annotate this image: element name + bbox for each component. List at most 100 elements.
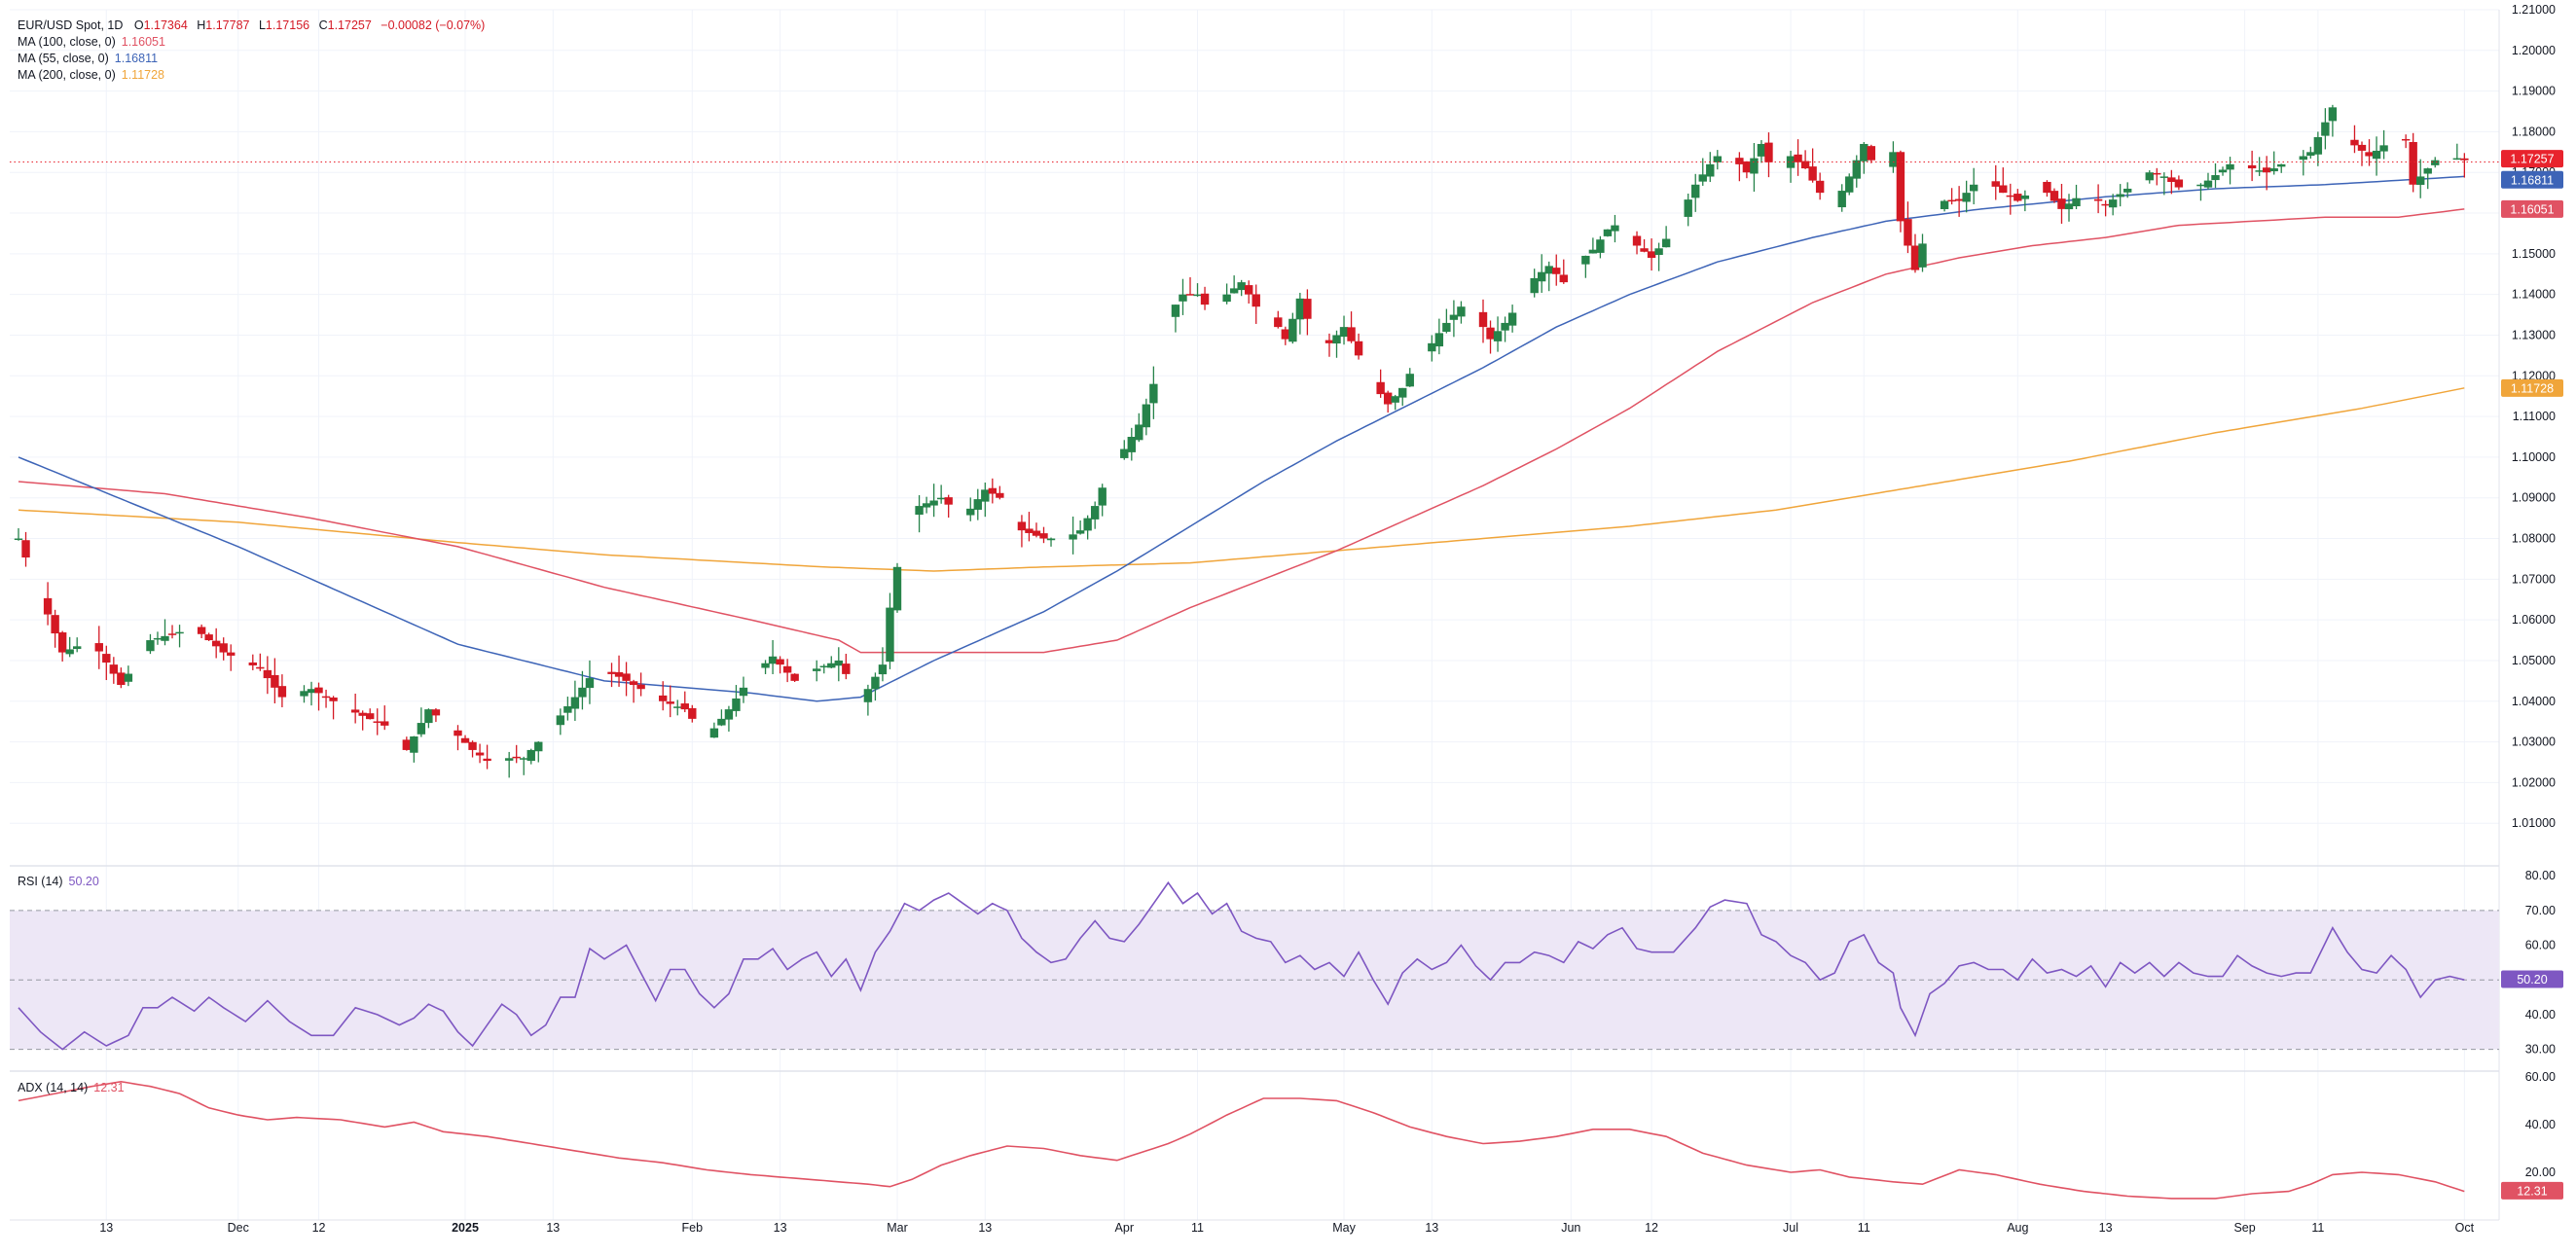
candle-bear [607, 671, 616, 674]
candle-bear [1303, 299, 1312, 319]
candle-bull [981, 489, 990, 502]
candle-bear [117, 672, 126, 686]
candle-bull [2321, 122, 2330, 136]
candle-bear [2460, 158, 2469, 161]
candle-bear [1185, 294, 1195, 296]
candle-bear [666, 701, 674, 704]
candle-bear [1281, 329, 1290, 340]
candle-bull [161, 635, 169, 641]
candle-bear [1647, 251, 1656, 259]
candle-bull [1611, 225, 1619, 232]
ma100-legend[interactable]: MA (100, close, 0) 1.16051 [18, 34, 165, 51]
candle-bull [1332, 335, 1341, 344]
candle-bull [1706, 163, 1715, 177]
candle-bull [2203, 180, 2213, 188]
candle-bull [966, 508, 975, 516]
candle-bear [2101, 203, 2110, 206]
candle-bull [1405, 374, 1414, 387]
time-tick-label: Feb [682, 1221, 704, 1235]
candle-bear [167, 633, 177, 635]
candle-bear [263, 669, 272, 679]
adx-legend[interactable]: ADX (14, 14) 12.31 [18, 1080, 125, 1096]
time-tick-label: May [1332, 1221, 1356, 1235]
rsi-tick-label: 70.00 [2525, 904, 2556, 917]
adx-tick-label: 20.00 [2525, 1165, 2556, 1179]
candle-bull [424, 709, 433, 724]
ma55-legend[interactable]: MA (55, close, 0) 1.16811 [18, 51, 158, 67]
candle-bear [1735, 158, 1744, 164]
ma55-axis-tag-bg [2501, 170, 2563, 189]
candle-bull [520, 758, 528, 760]
candle-bear [1904, 219, 1912, 246]
candle-bull [504, 758, 514, 761]
price-tick-label: 1.15000 [2512, 247, 2556, 261]
candle-bear [1947, 199, 1956, 202]
candle-bull [1127, 437, 1136, 452]
candle-bull [1538, 271, 1546, 282]
price-tick-label: 1.20000 [2512, 44, 2556, 57]
candle-bull [585, 678, 595, 689]
candle-bear [454, 730, 462, 736]
candle-bull [1193, 294, 1202, 297]
candle-bull [1457, 306, 1466, 317]
candle-bear [1815, 180, 1825, 194]
candle-bear [1200, 293, 1210, 305]
candle-bear [373, 721, 381, 723]
candle-bear [680, 703, 689, 710]
candle-bull [14, 538, 23, 541]
candle-bull [2196, 184, 2205, 187]
candle-bear [2262, 167, 2271, 173]
candle-bear [460, 737, 470, 743]
candle-bull [1120, 448, 1129, 458]
candle-bull [739, 687, 748, 697]
candle-bear [512, 756, 521, 759]
candle-bull [1083, 518, 1092, 531]
candle-bull [2452, 158, 2462, 161]
candle-bear [614, 671, 624, 677]
rsi-legend[interactable]: RSI (14) 50.20 [18, 874, 99, 890]
ma200-legend[interactable]: MA (200, close, 0) 1.11728 [18, 67, 164, 84]
rsi-tick-label: 80.00 [2525, 869, 2556, 882]
candle-bull [1149, 383, 1158, 404]
rsi-tick-label: 40.00 [2525, 1008, 2556, 1022]
candle-bull [1713, 156, 1722, 162]
candle-bull [417, 723, 426, 735]
candle-bear [1559, 274, 1568, 283]
candle-bull [2306, 152, 2315, 157]
candle-bear [1794, 154, 1802, 162]
candle-bull [73, 646, 82, 650]
candle-bull [1075, 530, 1085, 534]
candle-bear [1896, 152, 1905, 222]
candle-bear [2409, 141, 2417, 185]
candle-bull [886, 607, 894, 663]
candle-bull [2372, 150, 2381, 160]
candle-bull [813, 668, 821, 671]
ma55-line [18, 175, 2465, 702]
price-tick-label: 1.09000 [2512, 491, 2556, 505]
time-tick-label: 13 [978, 1221, 992, 1235]
candle-bull [768, 656, 778, 664]
candle-bull [2108, 199, 2118, 208]
candle-bull [2313, 137, 2323, 155]
candle-bear [782, 665, 792, 673]
candle-bull [878, 664, 888, 675]
candle-bear [1742, 161, 1752, 173]
candle-bull [1654, 248, 1663, 256]
candle-bear [381, 721, 389, 726]
candle-bear [2093, 198, 2103, 201]
candle-bear [2174, 179, 2184, 188]
time-tick-label: 12 [312, 1221, 326, 1235]
candle-bull [153, 637, 163, 640]
price-tick-label: 1.02000 [2512, 775, 2556, 789]
time-tick-label: 13 [99, 1221, 113, 1235]
candle-bear [988, 487, 998, 494]
rsi-legend-label: RSI (14) [18, 875, 63, 888]
candle-bear [2357, 144, 2367, 151]
candle-bull [922, 503, 931, 508]
candle-bull [871, 676, 880, 690]
candle-bear [211, 640, 221, 647]
candle-bear [227, 652, 236, 656]
time-tick-label: Aug [2007, 1221, 2028, 1235]
